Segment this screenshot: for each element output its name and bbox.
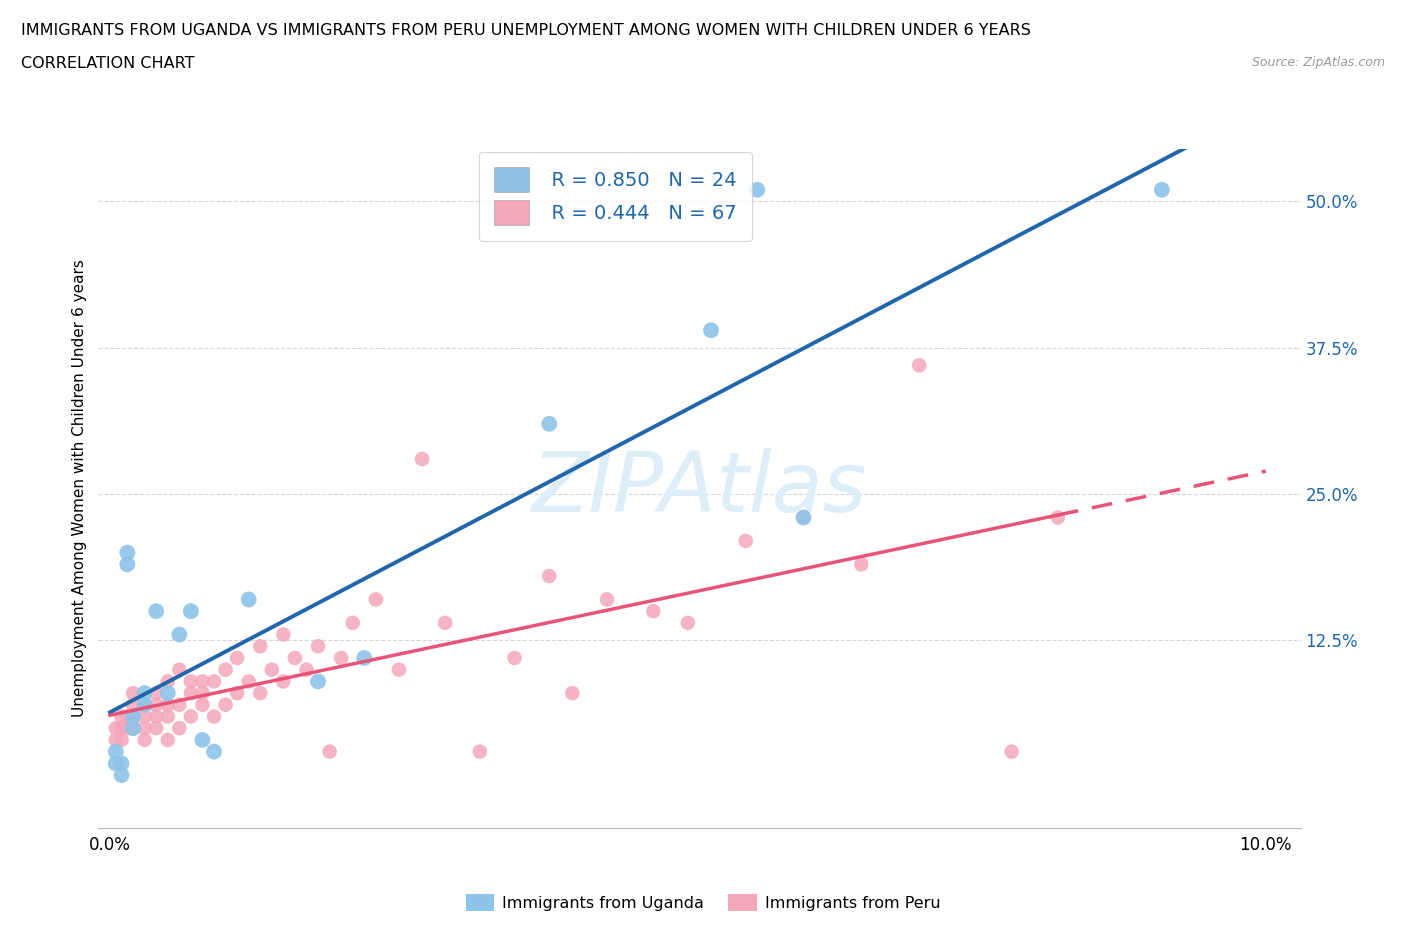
Point — [104, 721, 127, 736]
Point — [307, 639, 329, 654]
Point — [191, 685, 214, 700]
Point — [434, 616, 457, 631]
Point — [295, 662, 318, 677]
Point — [1000, 744, 1022, 759]
Legend: Immigrants from Uganda, Immigrants from Peru: Immigrants from Uganda, Immigrants from … — [460, 887, 946, 917]
Point — [1150, 182, 1173, 197]
Point — [249, 685, 271, 700]
Point — [342, 616, 364, 631]
Point — [104, 733, 127, 748]
Point — [104, 756, 127, 771]
Point — [676, 616, 699, 631]
Point — [734, 534, 756, 549]
Point — [145, 698, 167, 712]
Point — [117, 709, 139, 724]
Point — [122, 698, 145, 712]
Point — [364, 592, 387, 607]
Point — [134, 721, 156, 736]
Point — [156, 685, 179, 700]
Point — [122, 721, 145, 736]
Point — [468, 744, 491, 759]
Point — [747, 182, 769, 197]
Point — [117, 721, 139, 736]
Y-axis label: Unemployment Among Women with Children Under 6 years: Unemployment Among Women with Children U… — [72, 259, 87, 717]
Point — [180, 685, 202, 700]
Point — [122, 709, 145, 724]
Point — [180, 674, 202, 689]
Point — [169, 662, 191, 677]
Point — [145, 604, 167, 618]
Point — [134, 685, 156, 700]
Point — [202, 709, 225, 724]
Text: Source: ZipAtlas.com: Source: ZipAtlas.com — [1251, 56, 1385, 69]
Point — [145, 709, 167, 724]
Point — [214, 698, 236, 712]
Point — [411, 452, 433, 467]
Point — [330, 651, 353, 666]
Point — [134, 733, 156, 748]
Point — [596, 592, 619, 607]
Point — [700, 323, 723, 338]
Point — [110, 733, 132, 748]
Text: ZIPAtlas: ZIPAtlas — [531, 447, 868, 529]
Point — [145, 685, 167, 700]
Point — [156, 698, 179, 712]
Point — [104, 744, 127, 759]
Point — [538, 568, 561, 583]
Point — [238, 592, 260, 607]
Point — [249, 639, 271, 654]
Text: CORRELATION CHART: CORRELATION CHART — [21, 56, 194, 71]
Point — [226, 685, 249, 700]
Point — [117, 545, 139, 560]
Point — [110, 756, 132, 771]
Point — [169, 627, 191, 642]
Point — [134, 698, 156, 712]
Point — [908, 358, 931, 373]
Point — [134, 698, 156, 712]
Point — [191, 733, 214, 748]
Point — [851, 557, 873, 572]
Point — [284, 651, 307, 666]
Point — [202, 744, 225, 759]
Point — [145, 721, 167, 736]
Point — [122, 721, 145, 736]
Point — [503, 651, 526, 666]
Point — [307, 674, 329, 689]
Point — [1046, 510, 1069, 525]
Point — [110, 721, 132, 736]
Point — [561, 685, 583, 700]
Point — [792, 510, 814, 525]
Point — [318, 744, 340, 759]
Point — [169, 698, 191, 712]
Point — [156, 709, 179, 724]
Point — [134, 709, 156, 724]
Point — [122, 709, 145, 724]
Point — [202, 674, 225, 689]
Point — [110, 709, 132, 724]
Point — [122, 685, 145, 700]
Text: IMMIGRANTS FROM UGANDA VS IMMIGRANTS FROM PERU UNEMPLOYMENT AMONG WOMEN WITH CHI: IMMIGRANTS FROM UGANDA VS IMMIGRANTS FRO… — [21, 23, 1031, 38]
Point — [191, 698, 214, 712]
Point — [792, 510, 814, 525]
Point — [643, 604, 665, 618]
Point — [117, 557, 139, 572]
Legend:   R = 0.850   N = 24,   R = 0.444   N = 67: R = 0.850 N = 24, R = 0.444 N = 67 — [478, 152, 752, 241]
Point — [180, 604, 202, 618]
Point — [191, 674, 214, 689]
Point — [214, 662, 236, 677]
Point — [156, 733, 179, 748]
Point — [169, 721, 191, 736]
Point — [388, 662, 411, 677]
Point — [180, 709, 202, 724]
Point — [226, 651, 249, 666]
Point — [538, 417, 561, 432]
Point — [273, 674, 295, 689]
Point — [273, 627, 295, 642]
Point — [156, 674, 179, 689]
Point — [353, 651, 375, 666]
Point — [260, 662, 283, 677]
Point — [238, 674, 260, 689]
Point — [110, 767, 132, 782]
